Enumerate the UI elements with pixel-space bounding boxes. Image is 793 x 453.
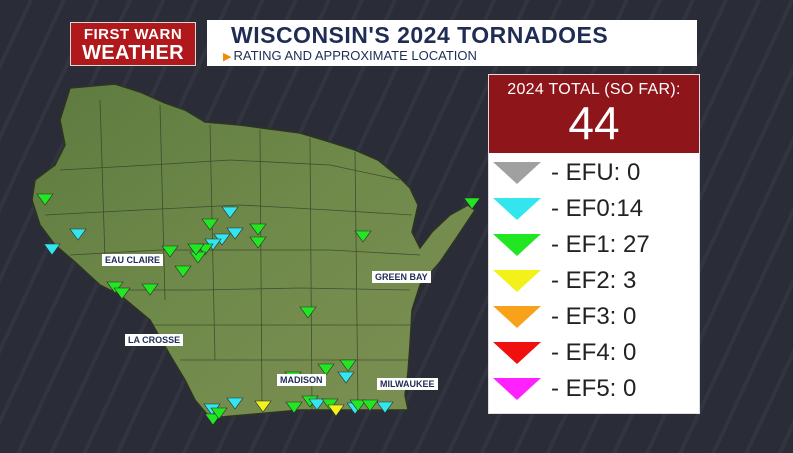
total-label: 2024 TOTAL (SO FAR): — [507, 81, 681, 98]
legend-item: - EF0:14 — [489, 191, 699, 227]
city-label: GREEN BAY — [372, 271, 431, 283]
legend-item: - EF5: 0 — [489, 371, 699, 407]
page-title: WISCONSIN'S 2024 TORNADOES — [231, 22, 609, 48]
logo-line-1: FIRST WARN — [83, 26, 183, 43]
subtitle-text: RATING AND APPROXIMATE LOCATION — [233, 48, 477, 63]
triangle-icon — [493, 342, 541, 364]
tornado-marker — [285, 401, 303, 414]
legend-item: - EF3: 0 — [489, 299, 699, 335]
tornado-marker — [249, 236, 267, 249]
tornado-marker — [210, 407, 228, 420]
legend-panel: 2024 TOTAL (SO FAR): 44 - EFU: 0 - EF0:14… — [488, 74, 700, 414]
legend-item: - EF2: 3 — [489, 263, 699, 299]
tornado-marker — [254, 400, 272, 413]
tornado-marker — [106, 281, 124, 294]
tornado-marker — [337, 371, 355, 384]
legend-label: - EF2: 3 — [551, 267, 637, 294]
legend-label: - EF5: 0 — [551, 375, 637, 402]
triangle-icon — [493, 198, 541, 220]
tornado-marker — [226, 227, 244, 240]
city-label: LA CROSSE — [125, 334, 184, 346]
legend-item: - EF4: 0 — [489, 335, 699, 371]
legend-label: - EFU: 0 — [551, 159, 641, 186]
logo-line-2: WEATHER — [82, 42, 184, 64]
station-logo: FIRST WARN WEATHER — [70, 22, 196, 66]
tornado-marker — [327, 404, 345, 417]
state-outline — [31, 83, 477, 419]
city-label: MILWAUKEE — [377, 378, 438, 390]
tornado-marker — [349, 399, 367, 412]
tornado-marker — [43, 243, 61, 256]
page-subtitle: ▶ RATING AND APPROXIMATE LOCATION — [223, 48, 477, 63]
legend-item: - EFU: 0 — [489, 155, 699, 191]
triangle-icon — [493, 378, 541, 400]
tornado-marker — [113, 287, 131, 300]
tornado-marker — [354, 230, 372, 243]
play-arrow-icon: ▶ — [223, 51, 232, 63]
legend-label: - EF4: 0 — [551, 339, 637, 366]
legend-label: - EF3: 0 — [551, 303, 637, 330]
triangle-icon — [493, 306, 541, 328]
total-value: 44 — [568, 97, 620, 149]
legend-item: - EF1: 27 — [489, 227, 699, 263]
city-label: EAU CLAIRE — [102, 254, 164, 266]
tornado-marker — [161, 245, 179, 258]
triangle-icon — [493, 270, 541, 292]
city-label: MADISON — [277, 374, 326, 386]
tornado-marker — [69, 228, 87, 241]
tornado-marker — [221, 206, 239, 219]
tornado-marker — [321, 398, 339, 411]
title-box: WISCONSIN'S 2024 TORNADOES ▶ RATING AND A… — [207, 20, 697, 66]
total-header: 2024 TOTAL (SO FAR): 44 — [489, 75, 699, 153]
tornado-marker — [174, 265, 192, 278]
tornado-marker — [201, 218, 219, 231]
tornado-marker — [361, 399, 379, 412]
tornado-marker — [299, 306, 317, 319]
legend-label: - EF1: 27 — [551, 231, 650, 258]
tornado-marker — [317, 363, 335, 376]
tornado-marker — [339, 359, 357, 372]
triangle-icon — [493, 234, 541, 256]
legend-label: - EF0:14 — [551, 195, 644, 222]
tornado-marker — [226, 397, 244, 410]
triangle-icon — [493, 162, 541, 184]
tornado-marker — [187, 243, 205, 256]
tornado-marker — [141, 283, 159, 296]
tornado-marker — [308, 398, 326, 411]
tornado-marker — [36, 193, 54, 206]
tornado-marker — [376, 401, 394, 414]
tornado-marker — [463, 197, 481, 210]
tornado-marker — [249, 223, 267, 236]
